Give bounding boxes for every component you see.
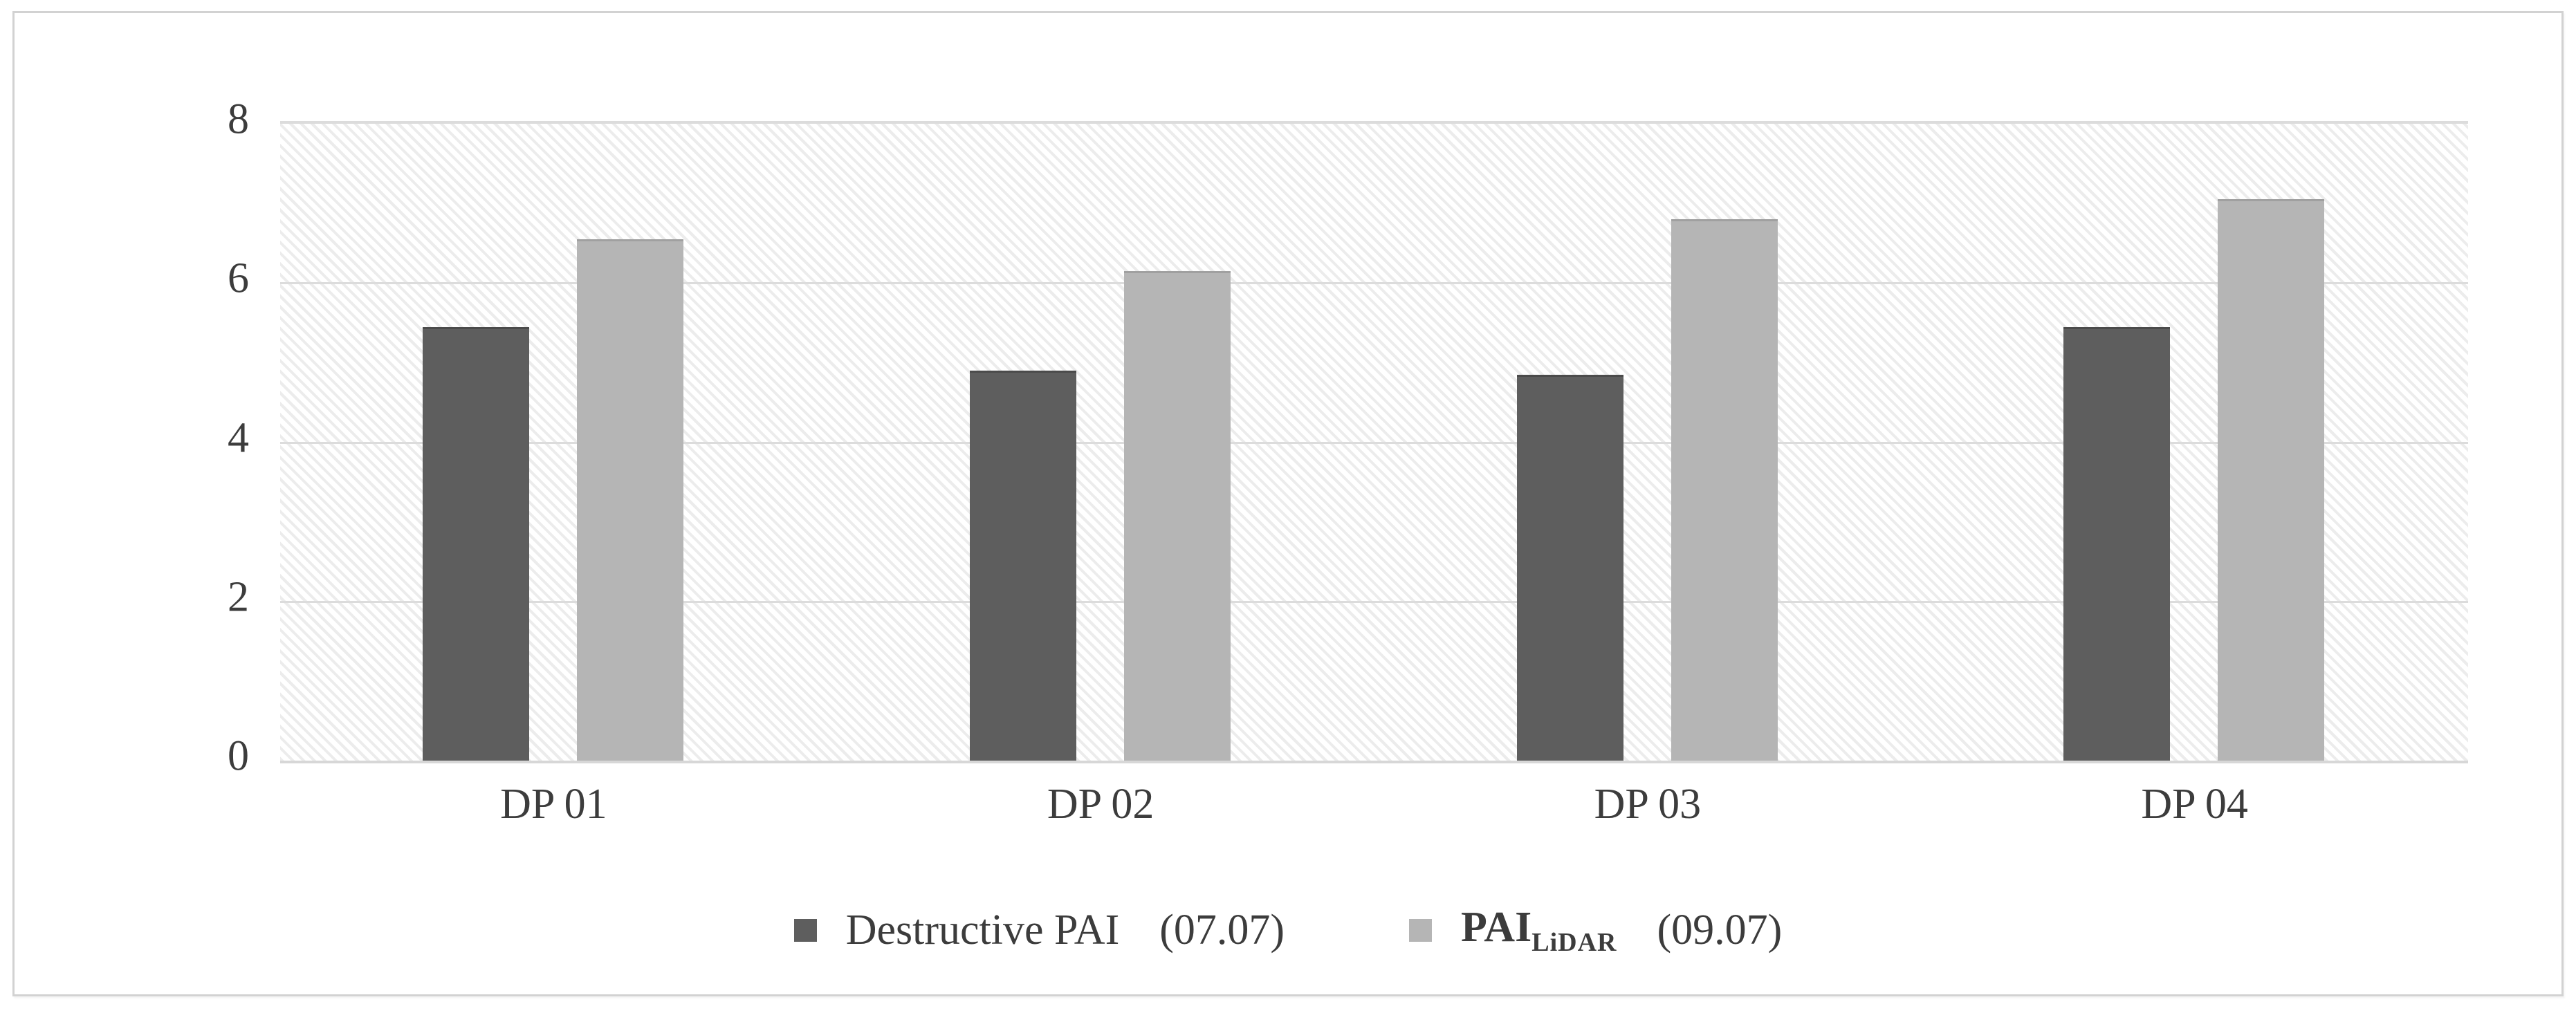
bar-destructive-pai-dp-02 bbox=[969, 370, 1076, 761]
x-tick-label-dp-01: DP 01 bbox=[500, 781, 607, 828]
legend-date-pai-lidar: (09.07) bbox=[1657, 906, 1783, 954]
bar-pailidar-dp-01 bbox=[577, 239, 683, 761]
legend-item-pai-lidar: PAILiDAR (09.07) bbox=[1409, 903, 1782, 958]
bar-destructive-pai-dp-01 bbox=[423, 326, 529, 761]
x-tick-label-dp-02: DP 02 bbox=[1047, 781, 1154, 828]
legend-label-pai-lidar: PAILiDAR bbox=[1461, 903, 1617, 958]
x-tick-label-dp-04: DP 04 bbox=[2141, 781, 2248, 828]
legend: Destructive PAI (07.07) PAILiDAR (09.07) bbox=[0, 899, 2576, 961]
legend-swatch-pai-lidar bbox=[1409, 918, 1433, 942]
bar-destructive-pai-dp-03 bbox=[1516, 374, 1623, 761]
bar-pailidar-dp-02 bbox=[1123, 270, 1231, 761]
y-tick-label-4: 4 bbox=[228, 414, 249, 462]
x-tick-label-dp-03: DP 03 bbox=[1594, 781, 1702, 828]
bar-pailidar-dp-03 bbox=[1671, 219, 1778, 761]
y-tick-label-2: 2 bbox=[228, 573, 249, 621]
gridline-y-2 bbox=[280, 600, 2468, 603]
gridline-y-6 bbox=[280, 282, 2468, 285]
legend-item-destructive-pai: Destructive PAI (07.07) bbox=[793, 906, 1285, 955]
y-tick-label-8: 8 bbox=[228, 95, 249, 143]
bar-destructive-pai-dp-04 bbox=[2063, 326, 2171, 761]
y-tick-label-6: 6 bbox=[228, 254, 249, 302]
legend-date-destructive-pai: (07.07) bbox=[1159, 906, 1285, 954]
legend-label-destructive-pai: Destructive PAI bbox=[845, 906, 1120, 954]
gridline-y-4 bbox=[280, 441, 2468, 444]
bar-pailidar-dp-04 bbox=[2218, 199, 2325, 761]
legend-label-pai-subscript: LiDAR bbox=[1531, 927, 1617, 957]
plot-area bbox=[280, 121, 2468, 763]
legend-label-pai-main: PAI bbox=[1461, 903, 1532, 951]
legend-swatch-destructive-pai bbox=[793, 918, 817, 942]
y-tick-label-0: 0 bbox=[228, 732, 249, 780]
